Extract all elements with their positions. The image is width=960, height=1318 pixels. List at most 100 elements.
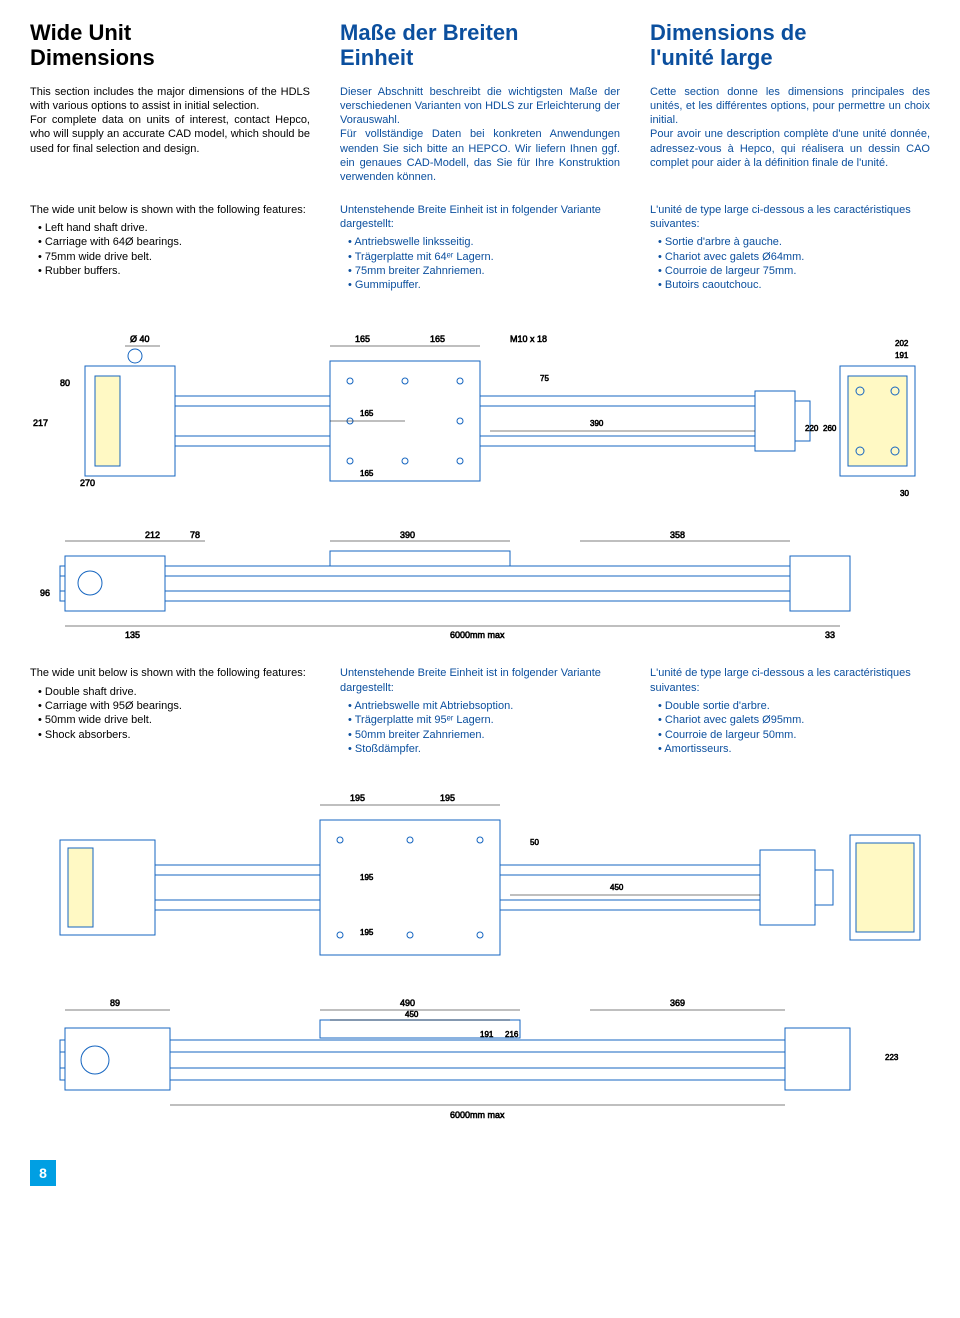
feat1-fr-intro: L'unité de type large ci-dessous a les c… [650, 203, 930, 232]
feat2-fr: L'unité de type large ci-dessous a les c… [650, 666, 930, 756]
feat2-fr-3: Amortisseurs. [658, 742, 930, 756]
d1-165d: 165 [360, 469, 374, 478]
feat1-de-3: Gummipuffer. [348, 278, 620, 292]
feat1-en-1: Carriage with 64Ø bearings. [38, 235, 310, 249]
feat1-fr: L'unité de type large ci-dessous a les c… [650, 203, 930, 293]
heading-de: Maße der BreitenEinheit [340, 20, 620, 71]
feat2-en-intro: The wide unit below is shown with the fo… [30, 666, 310, 680]
d1-220: 220 [805, 424, 819, 433]
feat1-fr-3: Butoirs caoutchouc. [658, 278, 930, 292]
drawing3-top-view: 195 195 195 195 50 450 [30, 770, 930, 970]
d1-diam40: Ø 40 [130, 334, 150, 344]
d4-450: 450 [405, 1010, 419, 1019]
d1-217: 217 [33, 418, 48, 428]
headings-row: Wide UnitDimensions Maße der BreitenEinh… [30, 20, 930, 71]
intro-en-p2: For complete data on units of interest, … [30, 113, 310, 156]
d1-80: 80 [60, 378, 70, 388]
d4-6000: 6000mm max [450, 1110, 505, 1120]
feat1-fr-0: Sortie d'arbre à gauche. [658, 235, 930, 249]
d2-6000: 6000mm max [450, 630, 505, 640]
d2-96: 96 [40, 588, 50, 598]
d1-390: 390 [590, 419, 604, 428]
feat2-fr-1: Chariot avec galets Ø95mm. [658, 713, 930, 727]
d3-195c: 195 [360, 873, 374, 882]
feat1-de-1: Trägerplatte mit 64ᵉʳ Lagern. [348, 250, 620, 264]
d4-223: 223 [885, 1053, 899, 1062]
feat1-en-2: 75mm wide drive belt. [38, 250, 310, 264]
feat2-fr-intro: L'unité de type large ci-dessous a les c… [650, 666, 930, 695]
heading-en: Wide UnitDimensions [30, 20, 310, 71]
feat1-en: The wide unit below is shown with the fo… [30, 203, 310, 293]
feat2-de: Untenstehende Breite Einheit ist in folg… [340, 666, 620, 756]
intro-fr-p2: Pour avoir une description complète d'un… [650, 127, 930, 170]
heading-en-l2: Dimensions [30, 45, 155, 70]
heading-fr-l2: l'unité large [650, 45, 773, 70]
d4-216: 216 [505, 1030, 519, 1039]
d1-75: 75 [540, 374, 549, 383]
heading-fr: Dimensions del'unité large [650, 20, 930, 71]
feat2-fr-0: Double sortie d'arbre. [658, 699, 930, 713]
features1-row: The wide unit below is shown with the fo… [30, 203, 930, 293]
d1-30: 30 [900, 489, 909, 498]
intro-de-p1: Dieser Abschnitt beschreibt die wichtigs… [340, 85, 620, 128]
feat2-fr-2: Courroie de largeur 50mm. [658, 728, 930, 742]
d1-270: 270 [80, 478, 95, 488]
drawing4-side-view: 89 490 450 369 191 216 223 6000mm max [30, 990, 930, 1130]
intro-row: This section includes the major dimensio… [30, 85, 930, 185]
feat2-en: The wide unit below is shown with the fo… [30, 666, 310, 756]
d3-195d: 195 [360, 928, 374, 937]
d1-202: 202 [895, 339, 909, 348]
d4-191: 191 [480, 1030, 494, 1039]
heading-en-l1: Wide Unit [30, 20, 131, 45]
d1-m10: M10 x 18 [510, 334, 547, 344]
feat2-en-3: Shock absorbers. [38, 728, 310, 742]
feat2-de-3: Stoßdämpfer. [348, 742, 620, 756]
d4-490: 490 [400, 998, 415, 1008]
d2-78: 78 [190, 530, 200, 540]
d3-195b: 195 [440, 793, 455, 803]
intro-en-p1: This section includes the major dimensio… [30, 85, 310, 114]
d3-195a: 195 [350, 793, 365, 803]
page-number: 8 [30, 1160, 56, 1186]
d4-369: 369 [670, 998, 685, 1008]
feat1-fr-1: Chariot avec galets Ø64mm. [658, 250, 930, 264]
feat2-de-0: Antriebswelle mit Abtriebsoption. [348, 699, 620, 713]
feat1-en-0: Left hand shaft drive. [38, 221, 310, 235]
heading-fr-l1: Dimensions de [650, 20, 806, 45]
intro-fr: Cette section donne les dimensions princ… [650, 85, 930, 185]
d2-212: 212 [145, 530, 160, 540]
heading-de-l1: Maße der Breiten [340, 20, 519, 45]
d3-450: 450 [610, 883, 624, 892]
feat2-en-0: Double shaft drive. [38, 685, 310, 699]
feat2-en-1: Carriage with 95Ø bearings. [38, 699, 310, 713]
intro-en: This section includes the major dimensio… [30, 85, 310, 185]
intro-de-p2: Für vollständige Daten bei konkreten Anw… [340, 127, 620, 184]
feat1-en-3: Rubber buffers. [38, 264, 310, 278]
d4-89: 89 [110, 998, 120, 1008]
intro-de: Dieser Abschnitt beschreibt die wichtigs… [340, 85, 620, 185]
feat2-en-2: 50mm wide drive belt. [38, 713, 310, 727]
feat1-fr-2: Courroie de largeur 75mm. [658, 264, 930, 278]
d3-50: 50 [530, 838, 539, 847]
feat2-de-1: Trägerplatte mit 95ᵉʳ Lagern. [348, 713, 620, 727]
feat1-de-0: Antriebswelle linksseitig. [348, 235, 620, 249]
d1-191: 191 [895, 351, 909, 360]
d2-33: 33 [825, 630, 835, 640]
feat1-de-2: 75mm breiter Zahnriemen. [348, 264, 620, 278]
feat2-de-intro: Untenstehende Breite Einheit ist in folg… [340, 666, 620, 695]
intro-fr-p1: Cette section donne les dimensions princ… [650, 85, 930, 128]
drawing2-side-view: 212 78 390 358 96 135 6000mm max 33 [30, 526, 930, 646]
d1-165a: 165 [355, 334, 370, 344]
d1-165c: 165 [360, 409, 374, 418]
d2-135: 135 [125, 630, 140, 640]
features2-row: The wide unit below is shown with the fo… [30, 666, 930, 756]
heading-de-l2: Einheit [340, 45, 413, 70]
feat2-de-2: 50mm breiter Zahnriemen. [348, 728, 620, 742]
d1-260: 260 [823, 424, 837, 433]
d2-390: 390 [400, 530, 415, 540]
feat1-de-intro: Untenstehende Breite Einheit ist in folg… [340, 203, 620, 232]
drawing1-top-view: Ø 40 165 165 M10 x 18 80 217 270 165 165… [30, 306, 930, 506]
d1-165b: 165 [430, 334, 445, 344]
feat1-en-intro: The wide unit below is shown with the fo… [30, 203, 310, 217]
feat1-de: Untenstehende Breite Einheit ist in folg… [340, 203, 620, 293]
